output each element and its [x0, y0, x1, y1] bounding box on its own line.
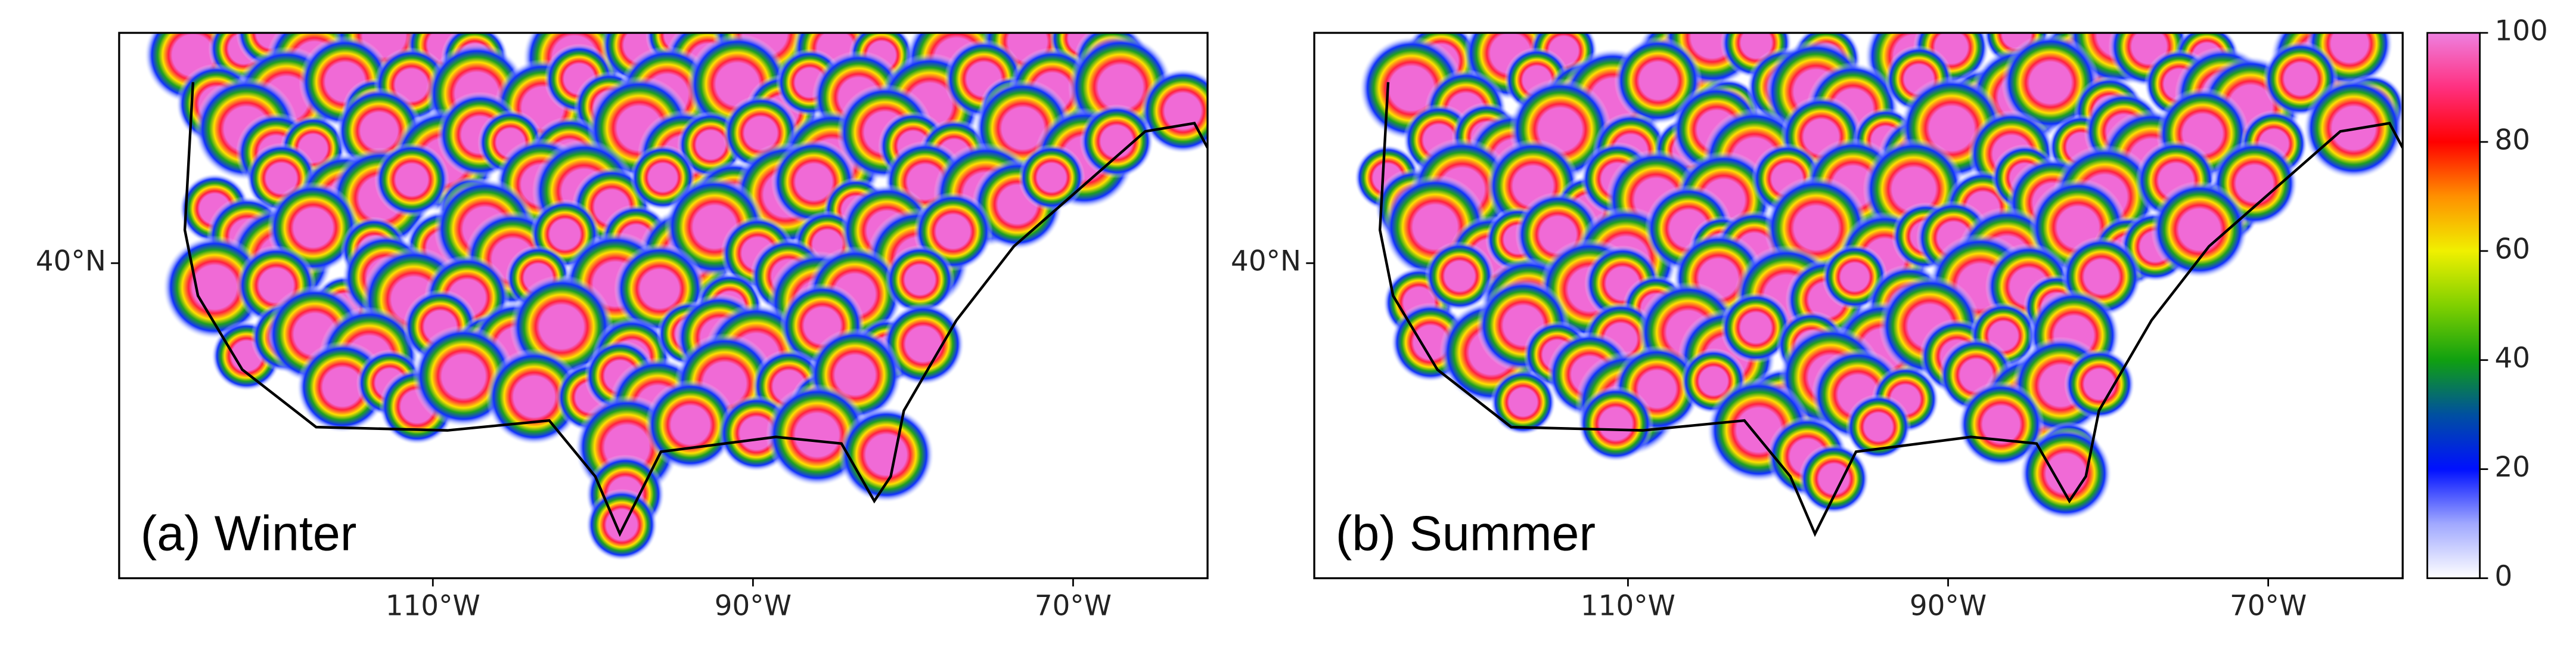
heat-blob — [1845, 394, 1911, 460]
map-panel: 110°W 90°W 70°W 40°N (b) Summer — [1231, 32, 2404, 623]
heat-blob — [2063, 348, 2135, 420]
colorbar-tick-label: 20 — [2494, 451, 2530, 484]
x-tick-label: 110°W — [386, 590, 480, 623]
colorbar — [2426, 32, 2481, 579]
heat-blob — [374, 142, 449, 218]
heat-blob — [1577, 385, 1654, 462]
x-tick-label: 90°W — [1910, 590, 1987, 623]
heat-blob — [884, 245, 955, 315]
heat-blob — [2019, 427, 2112, 520]
coastline — [183, 82, 1208, 537]
colorbar-tick-label: 80 — [2494, 124, 2530, 156]
map-frame — [118, 32, 1209, 580]
coastline — [1379, 82, 2403, 537]
x-tick-label: 110°W — [1581, 590, 1675, 623]
heat-blob — [1720, 292, 1792, 364]
heat-blob — [1424, 241, 1495, 311]
heat-blob — [486, 348, 583, 446]
colorbar-tick-label: 40 — [2494, 342, 2530, 375]
y-tick-label: 40°N — [1231, 246, 1301, 278]
heat-blob — [1018, 144, 1085, 211]
heat-blob — [1140, 68, 1208, 154]
x-tick-label: 70°W — [2230, 590, 2307, 623]
colorbar-tick-label: 0 — [2494, 561, 2512, 593]
heat-blob — [1490, 369, 1556, 435]
map-field — [1354, 33, 2403, 537]
colorbar-tick-label: 100 — [2494, 16, 2547, 48]
heat-blob — [162, 235, 267, 339]
heat-blob — [838, 406, 935, 503]
map-panel: 110°W 90°W 70°W 40°N (a) Winter — [36, 32, 1209, 623]
map-frame — [1313, 32, 2404, 580]
panel-label: (a) Winter — [141, 505, 357, 561]
heat-blob — [1957, 381, 2045, 468]
heat-blob — [644, 379, 736, 471]
x-tick-label: 90°W — [715, 590, 792, 623]
heat-blob — [2150, 181, 2249, 279]
heat-blob — [1798, 443, 1870, 515]
x-tick-label: 70°W — [1035, 590, 1112, 623]
heat-blob — [1079, 104, 1154, 179]
y-tick-label: 40°N — [36, 246, 106, 278]
colorbar-tick-label: 60 — [2494, 233, 2530, 265]
panel-label: (b) Summer — [1336, 505, 1596, 561]
heat-blob — [585, 488, 658, 561]
heat-blob — [882, 302, 965, 386]
map-field — [144, 33, 1208, 561]
